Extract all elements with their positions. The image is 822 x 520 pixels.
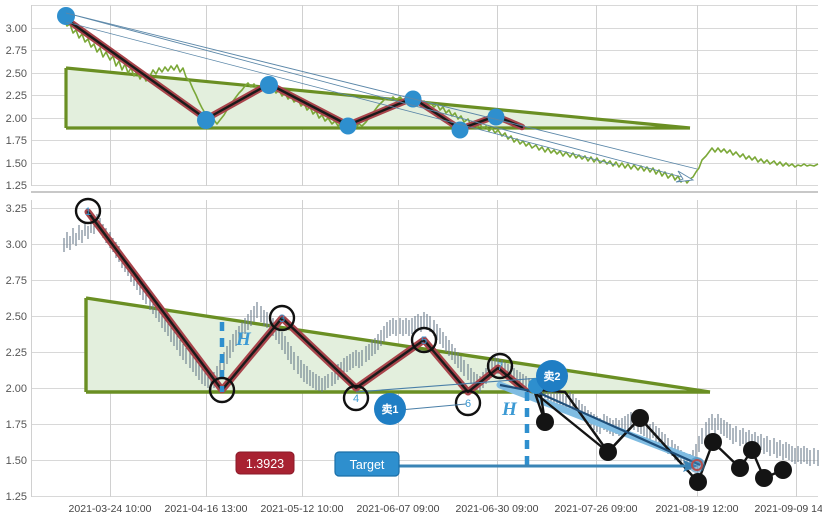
lower-ytick-4: 2.25 [6, 347, 27, 359]
upper-pivot-dots [57, 7, 505, 139]
upper-wedge-outline [64, 66, 691, 130]
upper-ytick-5: 1.75 [6, 135, 27, 147]
upper-ytick-4: 2.00 [6, 113, 27, 125]
sell-badge-2-label: 卖2 [543, 369, 560, 383]
lower-ytick-0: 3.25 [6, 203, 27, 215]
xaxis-labels: 2021-03-24 10:00 2021-04-16 13:00 2021-0… [69, 503, 822, 515]
upper-ytick-2: 2.50 [6, 68, 27, 80]
xtick-4: 2021-06-30 09:00 [456, 503, 539, 515]
lower-price-bars [63, 214, 819, 472]
target-tag[interactable]: Target [334, 451, 400, 477]
upper-ytick-6: 1.50 [6, 158, 27, 170]
sell-badge-1[interactable]: 卖1 [374, 393, 467, 425]
lower-ytick-5: 2.00 [6, 383, 27, 395]
upper-ytick-0: 3.00 [6, 23, 27, 35]
h-label-1: H [235, 329, 252, 350]
h-label-2: H [501, 399, 518, 420]
sell-badge-1-label: 卖1 [381, 402, 398, 416]
lower-swing-dots [536, 409, 792, 491]
wave-marker-6: 6 [465, 398, 471, 410]
lower-ytick-1: 3.00 [6, 239, 27, 251]
wave-marker-5: 5 [421, 335, 427, 347]
upper-panel: 3.00 2.75 2.50 2.25 2.00 1.75 1.50 1.25 [6, 5, 819, 192]
lower-ytick-2: 2.75 [6, 275, 27, 287]
lower-ytick-6: 1.75 [6, 419, 27, 431]
xtick-7: 2021-09-09 14:00 [755, 503, 822, 515]
xtick-5: 2021-07-26 09:00 [555, 503, 638, 515]
xtick-1: 2021-04-16 13:00 [165, 503, 248, 515]
xtick-6: 2021-08-19 12:00 [656, 503, 739, 515]
lower-yaxis-labels: 3.25 3.00 2.75 2.50 2.25 2.00 1.75 1.50 … [6, 203, 27, 503]
wave-marker-7: 7 [497, 361, 503, 373]
xtick-2: 2021-05-12 10:00 [261, 503, 344, 515]
price-tag[interactable]: 1.3923 [235, 451, 295, 475]
upper-projection-arrow [65, 12, 698, 183]
lower-support-line [355, 377, 541, 393]
lower-wedge-outline [84, 296, 711, 394]
wave-point-markers: 1 3 4 5 6 7 [74, 197, 514, 417]
wave-marker-1: 1 [85, 206, 91, 218]
upper-ytick-1: 2.75 [6, 45, 27, 57]
sell-badge-2[interactable]: 卖2 [536, 360, 568, 392]
detail-panel: 3.25 3.00 2.75 2.50 2.25 2.00 1.75 1.50 … [6, 197, 819, 503]
lower-ytick-7: 1.50 [6, 455, 27, 467]
xtick-3: 2021-06-07 09:00 [357, 503, 440, 515]
upper-yaxis-labels: 3.00 2.75 2.50 2.25 2.00 1.75 1.50 1.25 [6, 23, 27, 192]
price-tag-label: 1.3923 [246, 457, 284, 471]
lower-wave-core [86, 210, 529, 394]
target-tag-label: Target [350, 458, 385, 472]
wave-marker-4: 4 [353, 393, 359, 405]
upper-ytick-7: 1.25 [6, 180, 27, 192]
wave-marker-3: 3 [279, 313, 285, 325]
upper-ytick-3: 2.25 [6, 90, 27, 102]
xtick-0: 2021-03-24 10:00 [69, 503, 152, 515]
lower-ytick-3: 2.50 [6, 311, 27, 323]
target-arrow-group [399, 457, 705, 473]
lower-ytick-8: 1.25 [6, 491, 27, 503]
